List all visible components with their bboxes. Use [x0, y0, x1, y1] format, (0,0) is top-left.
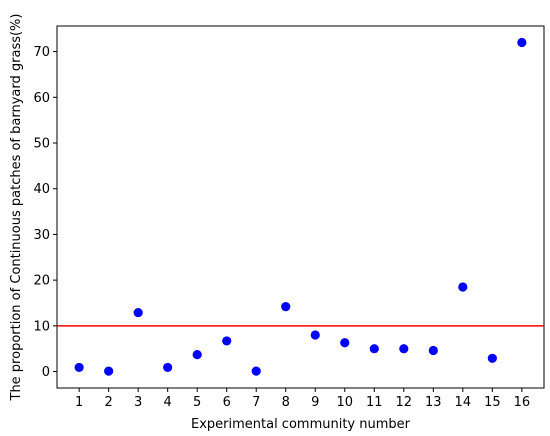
x-tick-label: 7	[252, 395, 260, 410]
data-points	[74, 37, 527, 376]
x-tick-label: 12	[396, 395, 413, 410]
y-tick-label: 20	[33, 274, 50, 289]
x-tick-label: 16	[514, 395, 531, 410]
x-axis-label: Experimental community number	[191, 417, 411, 432]
plot-area	[56, 25, 545, 389]
y-tick-label: 40	[33, 182, 50, 197]
data-point	[399, 344, 409, 354]
x-tick-label: 8	[282, 395, 290, 410]
y-tick-label: 0	[42, 365, 50, 380]
plot-frame	[56, 25, 545, 389]
x-tick-label: 11	[366, 395, 383, 410]
x-tick-label: 6	[223, 395, 231, 410]
data-point	[487, 353, 497, 363]
y-tick-label: 30	[33, 228, 50, 243]
data-point	[428, 345, 438, 356]
x-tick-label: 2	[105, 395, 113, 410]
x-tick-label: 3	[134, 395, 142, 410]
y-tick-label: 70	[33, 45, 50, 60]
x-tick-label: 10	[336, 395, 353, 410]
data-point	[458, 282, 468, 292]
x-tick-label: 15	[484, 395, 501, 410]
data-point	[163, 362, 173, 373]
data-point	[340, 338, 350, 348]
x-tick-label: 5	[193, 395, 201, 410]
data-point	[222, 336, 232, 346]
data-point	[310, 330, 320, 340]
data-point	[133, 307, 143, 318]
x-tick-label: 4	[164, 395, 172, 410]
x-tick-label: 14	[455, 395, 472, 410]
y-tick-label: 50	[33, 137, 50, 152]
data-point	[517, 37, 527, 48]
data-point	[74, 362, 84, 373]
data-point	[251, 366, 261, 376]
data-point	[369, 344, 379, 354]
x-tick-label: 1	[75, 395, 83, 410]
x-axis-ticks: 1 2 3 4 5 6 7 8 9 10 11 12 13 14 15 16	[75, 388, 530, 410]
data-point	[192, 350, 202, 360]
y-tick-label: 10	[33, 319, 50, 334]
y-tick-label: 60	[33, 91, 50, 106]
y-axis-ticks: 0 10 20 30 40 50 60 70	[33, 45, 57, 380]
data-point	[281, 302, 291, 312]
data-point	[104, 366, 114, 376]
x-tick-label: 9	[311, 395, 319, 410]
y-axis-label: The proportion of Continuous patches of …	[9, 14, 24, 402]
x-tick-label: 13	[425, 395, 442, 410]
